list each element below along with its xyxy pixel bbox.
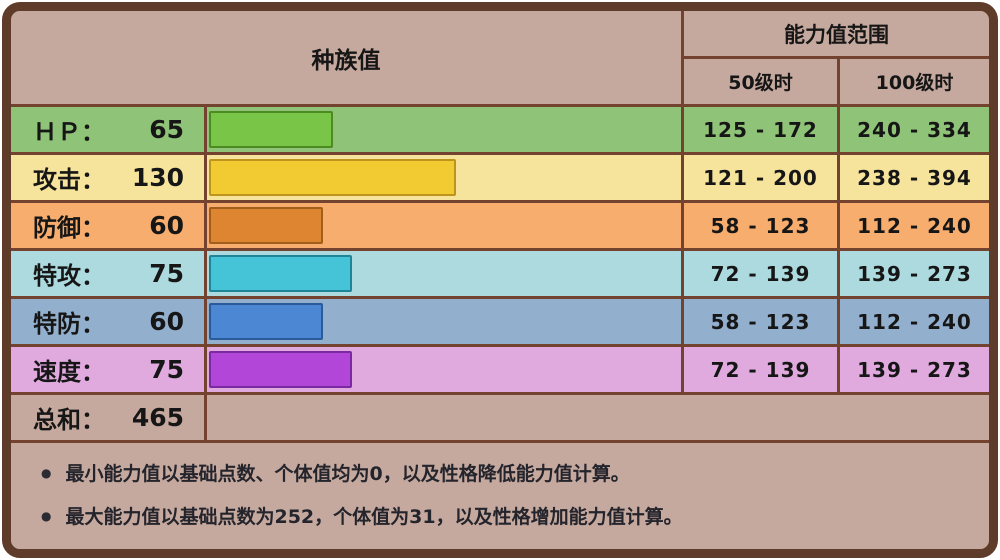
stat-name: 速度： <box>33 358 105 386</box>
stat-bar-hp <box>209 111 333 148</box>
header-base-stats: 种族值 <box>11 11 681 104</box>
stat-label-hp: ＨＰ： 65 <box>11 107 204 152</box>
stat-label-sp-defense: 特防： 60 <box>11 299 204 344</box>
stat-label-sp-attack: 特攻： 75 <box>11 251 204 296</box>
stat-name: ＨＰ： <box>33 118 105 146</box>
stat-bar-cell-hp <box>207 107 681 152</box>
stat-value: 130 <box>131 163 184 192</box>
total-empty-cell <box>207 395 989 440</box>
stat-bar-cell-sp-attack <box>207 251 681 296</box>
footnote-max: ● 最大能力值以基础点数为252，个体值为31，以及性格增加能力值计算。 <box>41 502 979 529</box>
header-ability-range: 能力值范围 <box>684 11 989 56</box>
stat-name: 特攻： <box>33 262 105 290</box>
range-lv100-sp-attack: 139 - 273 <box>840 251 989 296</box>
stat-name: 防御： <box>33 214 105 242</box>
range-lv100-attack: 238 - 394 <box>840 155 989 200</box>
total-value: 465 <box>131 403 184 432</box>
stat-value: 60 <box>149 211 184 240</box>
footnote-min: ● 最小能力值以基础点数、个体值均为0，以及性格降低能力值计算。 <box>41 459 979 486</box>
range-lv50-speed: 72 - 139 <box>684 347 837 392</box>
stat-value: 75 <box>149 355 184 384</box>
range-lv100-hp: 240 - 334 <box>840 107 989 152</box>
header-level-100: 100级时 <box>840 59 989 104</box>
stat-bar-defense <box>209 207 323 244</box>
stat-bar-sp-defense <box>209 303 323 340</box>
stat-bar-attack <box>209 159 456 196</box>
range-lv50-defense: 58 - 123 <box>684 203 837 248</box>
stat-value: 75 <box>149 259 184 288</box>
range-lv50-hp: 125 - 172 <box>684 107 837 152</box>
footnote-text: 最大能力值以基础点数为252，个体值为31，以及性格增加能力值计算。 <box>65 506 683 528</box>
footnote-text: 最小能力值以基础点数、个体值均为0，以及性格降低能力值计算。 <box>65 463 630 485</box>
range-lv50-sp-attack: 72 - 139 <box>684 251 837 296</box>
stat-bar-sp-attack <box>209 255 352 292</box>
stat-value: 65 <box>149 115 184 144</box>
range-lv50-sp-defense: 58 - 123 <box>684 299 837 344</box>
stat-label-attack: 攻击： 130 <box>11 155 204 200</box>
stat-name: 特防： <box>33 310 105 338</box>
stat-bar-cell-speed <box>207 347 681 392</box>
stat-name: 攻击： <box>33 166 105 194</box>
bullet-icon: ● <box>41 508 52 523</box>
total-label-cell: 总和： 465 <box>11 395 204 440</box>
stat-bar-cell-sp-defense <box>207 299 681 344</box>
stat-bar-cell-attack <box>207 155 681 200</box>
range-lv100-sp-defense: 112 - 240 <box>840 299 989 344</box>
stat-label-speed: 速度： 75 <box>11 347 204 392</box>
range-lv100-defense: 112 - 240 <box>840 203 989 248</box>
stat-label-defense: 防御： 60 <box>11 203 204 248</box>
footnotes: ● 最小能力值以基础点数、个体值均为0，以及性格降低能力值计算。 ● 最大能力值… <box>11 443 989 549</box>
stat-bar-speed <box>209 351 352 388</box>
range-lv50-attack: 121 - 200 <box>684 155 837 200</box>
range-lv100-speed: 139 - 273 <box>840 347 989 392</box>
header-level-50: 50级时 <box>684 59 837 104</box>
stat-value: 60 <box>149 307 184 336</box>
total-label: 总和： <box>33 406 105 434</box>
bullet-icon: ● <box>41 465 52 480</box>
stat-bar-cell-defense <box>207 203 681 248</box>
stats-table: 种族值 能力值范围 50级时 100级时 ＨＰ： 65 125 - 172 24… <box>11 11 989 549</box>
